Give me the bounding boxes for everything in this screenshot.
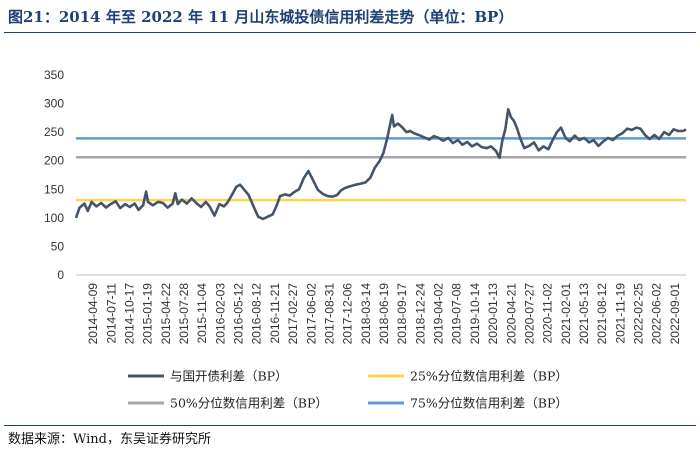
y-tick-label: 50 <box>51 239 65 253</box>
chart-title: 图21：2014 年至 2022 年 11 月山东城投债信用利差走势（单位：BP… <box>8 8 514 26</box>
footer-rule <box>4 425 696 426</box>
x-tick-label: 2018-06-19 <box>377 283 391 345</box>
x-tick-label: 2016-08-12 <box>250 283 264 345</box>
x-axis: 2014-04-09 2014-07-11 2014-10-17 2015-01-19… <box>76 274 686 345</box>
x-tick-label: 2017-06-02 <box>304 283 318 345</box>
legend-label: 75%分位数信用利差（BP） <box>410 396 568 411</box>
legend-label: 与国开债利差（BP） <box>170 369 288 384</box>
x-tick-label: 2017-12-06 <box>341 283 355 345</box>
x-tick-label: 2015-11-04 <box>195 283 209 344</box>
x-tick-label: 2017-02-27 <box>286 283 300 345</box>
x-tick-label: 2014-07-11 <box>104 283 118 344</box>
x-tick-label: 2017-08-31 <box>322 283 336 345</box>
x-tick-label: 2020-04-21 <box>504 283 518 345</box>
series-lines <box>74 108 687 221</box>
y-tick-label: 150 <box>44 182 64 196</box>
x-tick-label: 2016-02-03 <box>213 283 227 345</box>
legend-label: 25%分位数信用利差（BP） <box>410 369 568 384</box>
x-tick-label: 2015-04-22 <box>159 283 173 345</box>
x-tick-label: 2021-11-19 <box>613 283 627 344</box>
x-tick-label: 2016-11-21 <box>268 283 282 344</box>
legend-label: 50%分位数信用利差（BP） <box>170 396 328 411</box>
x-tick-label: 2014-10-17 <box>122 283 136 345</box>
x-tick-label: 2021-05-13 <box>577 283 591 345</box>
x-tick-label: 2014-04-09 <box>86 283 100 345</box>
x-tick-label: 2022-02-25 <box>632 283 646 345</box>
x-tick-label: 2019-04-02 <box>432 283 446 345</box>
x-tick-label: 2015-01-19 <box>141 283 155 345</box>
data-source-note: 数据来源：Wind，东吴证券研究所 <box>8 432 211 447</box>
y-axis: 0 50 100 150 200 250 300 350 <box>44 68 64 282</box>
x-tick-label: 2020-01-13 <box>486 283 500 345</box>
legend: 与国开债利差（BP） 25%分位数信用利差（BP） 50%分位数信用利差（BP） 75… <box>128 369 568 411</box>
x-tick-label: 2022-09-01 <box>668 283 682 345</box>
x-tick-label: 2019-07-08 <box>450 283 464 345</box>
credit-spread-line-chart: 0 50 100 150 200 250 300 350 2014-04-09 2014-07-… <box>44 68 687 411</box>
y-tick-label: 0 <box>57 268 64 282</box>
x-tick-label: 2018-12-24 <box>413 283 427 345</box>
x-tick-label: 2020-07-27 <box>522 283 536 345</box>
x-tick-label: 2020-11-02 <box>541 283 555 344</box>
spread-series-line <box>74 108 687 221</box>
x-tick-label: 2018-09-17 <box>395 283 409 345</box>
y-tick-label: 250 <box>44 125 64 139</box>
x-tick-label: 2021-02-01 <box>559 283 573 345</box>
y-tick-label: 300 <box>44 97 64 111</box>
x-tick-label: 2018-03-14 <box>359 283 373 345</box>
x-tick-label: 2021-08-12 <box>595 283 609 345</box>
y-tick-label: 350 <box>44 68 64 82</box>
title-rule <box>4 32 696 33</box>
y-tick-label: 200 <box>44 154 64 168</box>
reference-lines <box>76 137 686 202</box>
x-tick-label: 2015-07-28 <box>177 283 191 345</box>
x-tick-label: 2019-10-14 <box>468 283 482 345</box>
y-tick-label: 100 <box>44 211 64 225</box>
x-tick-label: 2022-06-02 <box>650 283 664 345</box>
x-tick-label: 2016-05-12 <box>232 283 246 345</box>
